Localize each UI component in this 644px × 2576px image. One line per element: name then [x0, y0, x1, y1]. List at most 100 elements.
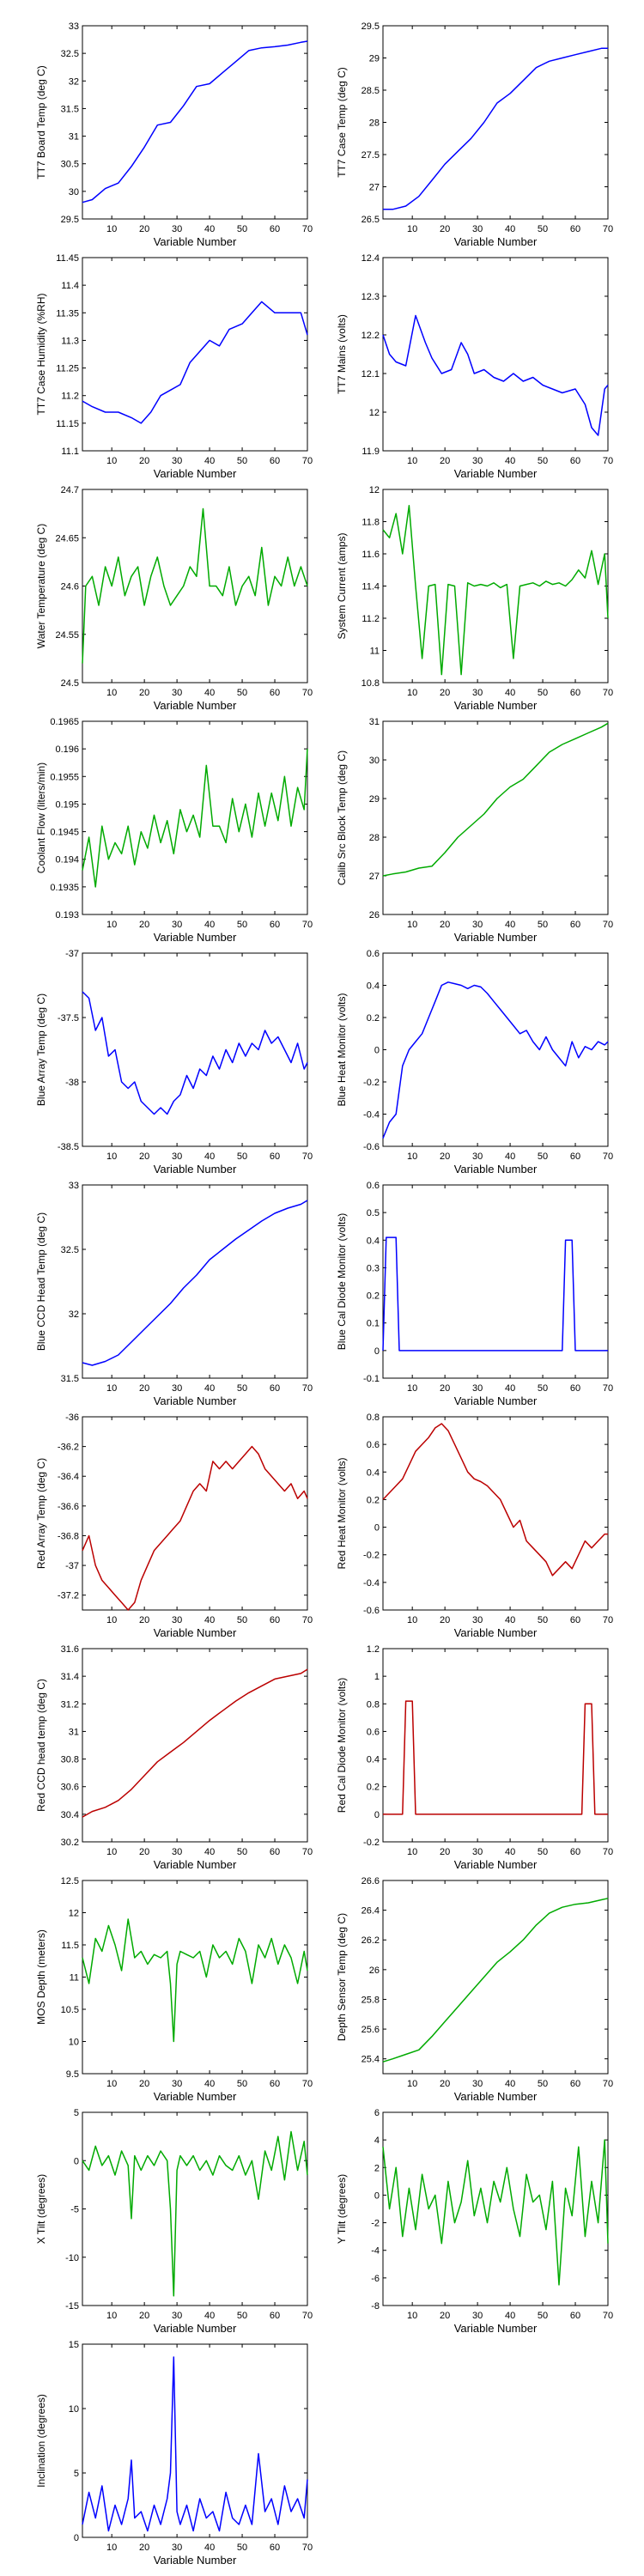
y-tick-label: -36.6 [58, 1502, 79, 1512]
x-tick-label: 50 [237, 1615, 247, 1625]
x-tick-label: 10 [106, 2311, 117, 2321]
y-axis-label: Water Temperature (deg C) [35, 524, 47, 648]
x-tick-label: 70 [302, 688, 313, 698]
x-tick-label: 50 [538, 1383, 548, 1394]
x-tick-label: 30 [472, 688, 483, 698]
x-tick-label: 20 [139, 2543, 149, 2553]
chart-panel-7: 10 20 30 40 50 60 70 0.193 0.1935 0.194 0.1945 0.19… [35, 717, 313, 944]
x-tick-label: 70 [302, 920, 313, 930]
y-tick-label: 0.5 [367, 1208, 380, 1218]
x-tick-label: 30 [472, 1383, 483, 1394]
y-tick-label: 30.8 [61, 1755, 79, 1765]
y-tick-label: 24.5 [61, 678, 79, 689]
x-tick-label: 50 [538, 224, 548, 234]
x-tick-label: 40 [204, 2311, 215, 2321]
y-tick-label: 27 [369, 183, 380, 193]
y-tick-label: 32 [69, 1309, 79, 1320]
y-tick-label: 31.4 [61, 1672, 79, 1682]
y-tick-label: 29.5 [61, 215, 79, 225]
y-tick-label: 0.6 [367, 1440, 380, 1450]
y-tick-label: 11.35 [56, 308, 79, 319]
x-tick-label: 20 [139, 2311, 149, 2321]
y-tick-label: 0 [374, 1046, 380, 1056]
series-line [382, 2139, 609, 2286]
x-tick-label: 50 [237, 2311, 247, 2321]
x-tick-label: 10 [407, 2079, 417, 2089]
x-tick-label: 30 [172, 2311, 182, 2321]
x-tick-label: 50 [538, 1847, 548, 1857]
x-axis-label: Variable Number [454, 1858, 538, 1871]
series-line [82, 40, 308, 204]
chart-panel-19: 10 20 30 40 50 60 70 -15 -10 -5 0 5 Variable Number X… [35, 2108, 313, 2335]
x-tick-label: 10 [407, 920, 417, 930]
x-axis-label: Variable Number [154, 931, 237, 944]
x-tick-label: 60 [270, 688, 280, 698]
y-tick-label: 2 [374, 2163, 380, 2173]
y-tick-label: 11.2 [361, 614, 380, 624]
x-tick-label: 60 [570, 1847, 580, 1857]
x-tick-label: 40 [204, 2543, 215, 2553]
y-tick-label: 6 [374, 2108, 380, 2118]
series-line [82, 1200, 308, 1366]
y-axis-label: Blue Cal Diode Monitor (volts) [336, 1213, 348, 1350]
y-tick-label: 32.5 [61, 1245, 79, 1255]
plot-frame [82, 257, 308, 452]
x-tick-label: 70 [603, 1615, 613, 1625]
series-line [382, 1236, 608, 1352]
plot-frame [382, 1416, 609, 1611]
chart-panel-1: 10 20 30 40 50 60 70 29.5 30 30.5 31 31.5 32 32.5 33 Va… [35, 21, 313, 248]
series-line [382, 1898, 609, 2063]
x-tick-label: 40 [204, 920, 215, 930]
series-line [82, 991, 308, 1115]
y-tick-label: 29.5 [361, 21, 380, 32]
x-tick-label: 40 [204, 1383, 215, 1394]
series-line [382, 505, 609, 676]
x-tick-label: 50 [538, 456, 548, 466]
series-line [82, 2356, 308, 2532]
x-tick-label: 20 [440, 456, 450, 466]
x-tick-label: 70 [603, 456, 613, 466]
x-tick-label: 10 [407, 1383, 417, 1394]
chart-panel-8: 10 20 30 40 50 60 70 26 27 28 29 30 31 Variable Numbe… [336, 717, 613, 944]
x-tick-label: 60 [270, 1615, 280, 1625]
x-tick-label: 20 [440, 688, 450, 698]
chart-panel-6: 10 20 30 40 50 60 70 10.8 11 11.2 11.4 11.6 11.8 12 Va… [336, 485, 613, 712]
x-tick-label: 60 [570, 456, 580, 466]
y-tick-label: 24.7 [61, 485, 79, 495]
x-tick-label: 30 [172, 224, 182, 234]
y-tick-label: 24.6 [61, 582, 79, 592]
y-axis-label: Blue Array Temp (deg C) [35, 993, 47, 1106]
y-axis-label: Depth Sensor Temp (deg C) [336, 1913, 348, 2041]
y-tick-label: 1 [374, 1672, 380, 1682]
y-tick-label: 30.4 [61, 1810, 79, 1820]
y-tick-label: 12.5 [61, 1876, 79, 1886]
y-tick-label: 25.4 [361, 2055, 380, 2065]
x-tick-label: 20 [440, 2079, 450, 2089]
plot-frame [82, 720, 308, 915]
x-axis-label: Variable Number [154, 1394, 237, 1407]
y-tick-label: 30.5 [61, 160, 79, 170]
x-tick-label: 30 [172, 2079, 182, 2089]
chart-panel-21: 10 20 30 40 50 60 70 0 5 10 15 Variable Number Incli… [35, 2340, 313, 2567]
series-line [383, 47, 608, 210]
y-tick-label: -37 [65, 1561, 79, 1571]
x-tick-label: 60 [570, 1615, 580, 1625]
x-tick-label: 50 [237, 224, 247, 234]
x-tick-label: 50 [237, 920, 247, 930]
y-tick-label: 24.55 [55, 630, 79, 641]
y-tick-label: 32 [69, 76, 79, 87]
x-tick-label: 70 [603, 1847, 613, 1857]
y-tick-label: 11.8 [361, 518, 380, 528]
chart-panel-10: 10 20 30 40 50 60 70 -0.6 -0.4 -0.2 0 0.2 0.4 0.6 Vari… [336, 949, 613, 1176]
x-tick-label: 70 [302, 1151, 313, 1162]
y-tick-label: -15 [65, 2301, 79, 2312]
x-tick-label: 50 [237, 688, 247, 698]
plot-frame [382, 257, 609, 452]
x-axis-label: Variable Number [154, 699, 237, 712]
x-tick-label: 40 [204, 688, 215, 698]
x-tick-label: 40 [204, 224, 215, 234]
x-tick-label: 60 [270, 2079, 280, 2089]
y-tick-label: 30 [69, 187, 79, 197]
y-tick-label: 10.5 [61, 2005, 79, 2015]
